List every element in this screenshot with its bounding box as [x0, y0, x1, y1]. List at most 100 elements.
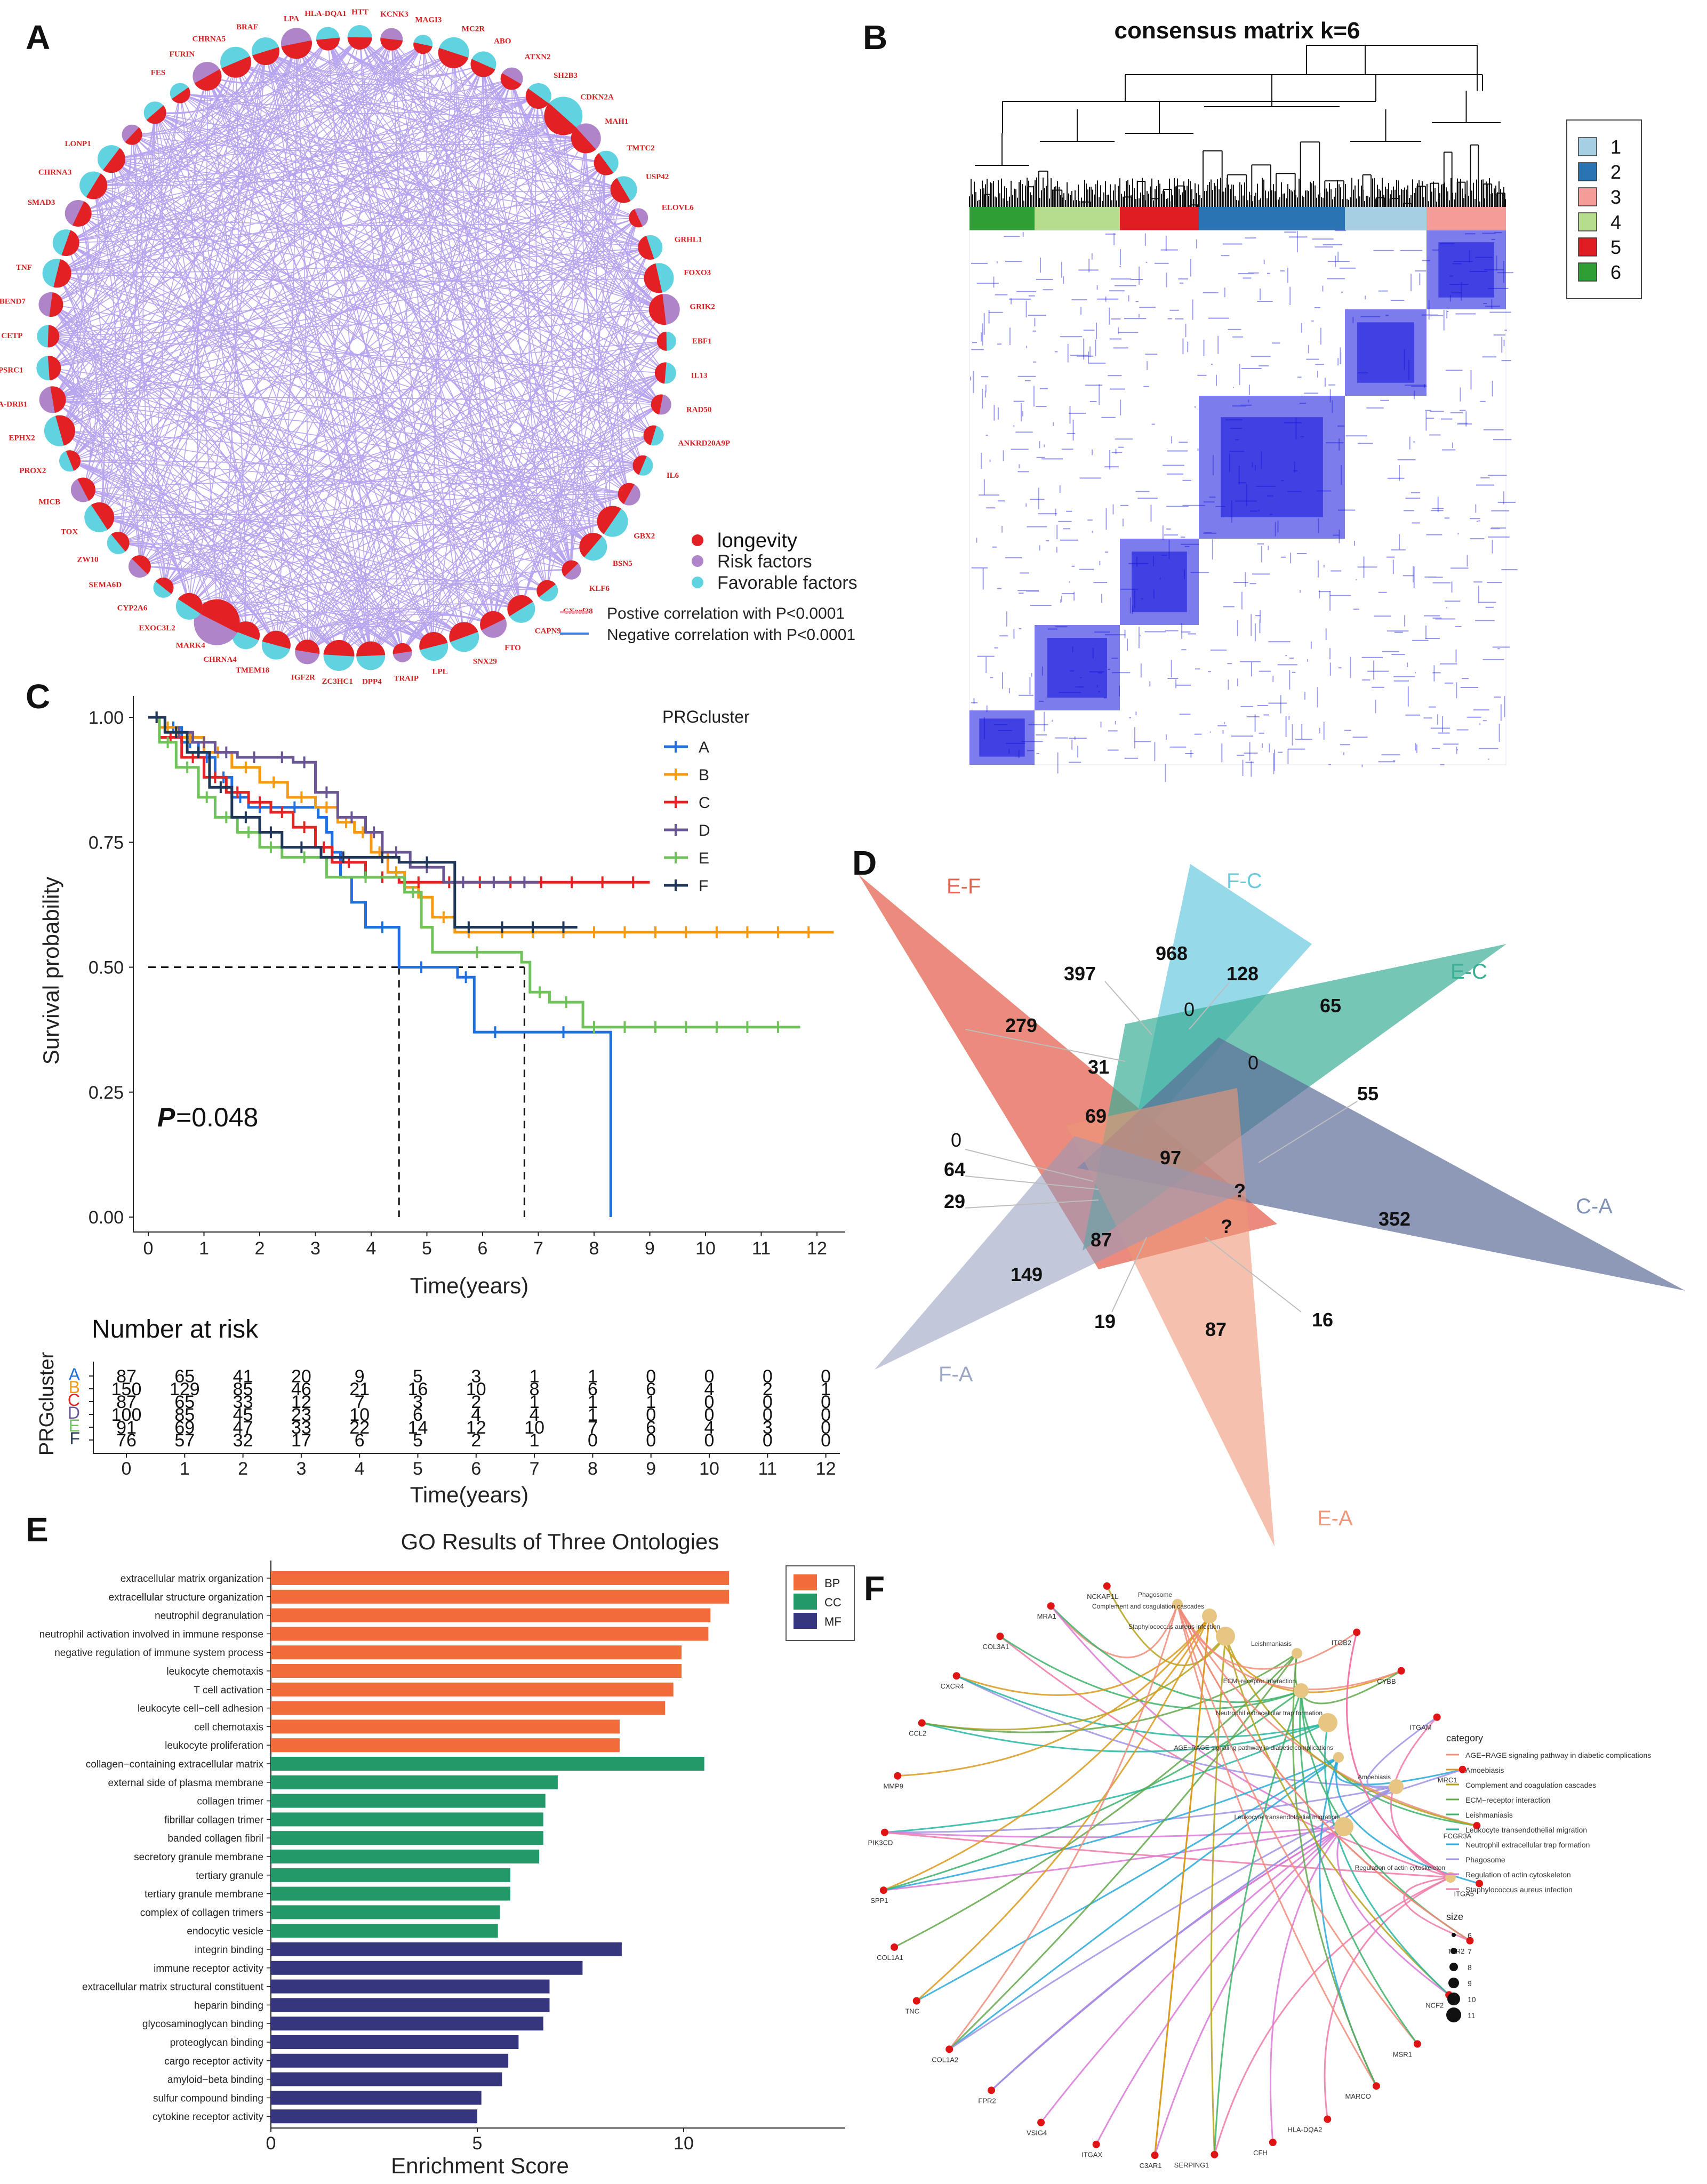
risk-cell: 7 — [588, 1418, 598, 1438]
gene-label: NCF2 — [1425, 2001, 1444, 2009]
risk-x-tick-label: 6 — [471, 1459, 481, 1479]
node-half-longevity — [419, 632, 448, 650]
risk-cell: 20 — [291, 1366, 311, 1387]
cnet-edge — [1324, 1876, 1451, 2119]
gene-label: FTO — [504, 644, 521, 652]
venn-number: 0 — [951, 1129, 961, 1151]
cnet-edge — [1336, 1826, 1450, 1996]
consensus-title: consensus matrix k=6 — [1114, 18, 1360, 44]
node-half-longevity — [347, 37, 372, 50]
node-half-longevity — [380, 38, 403, 51]
risk-cell: 85 — [174, 1405, 195, 1425]
gene-dot — [1151, 2151, 1159, 2159]
gene-node: NCKAP1L — [1087, 1582, 1118, 1601]
gene-label: FPR2 — [978, 2097, 996, 2105]
legend-swatch-4 — [1578, 212, 1597, 231]
risk-cell: 5 — [413, 1430, 423, 1451]
go-category-label: cytokine receptor activity — [153, 2111, 264, 2123]
gene-node: FTO — [480, 611, 521, 652]
go-category-label: endocytic vesicle — [187, 1926, 263, 1937]
risk-cell: 0 — [763, 1430, 773, 1451]
gene-node: CHRNA3 — [38, 168, 108, 199]
gene-label: CHRNA4 — [203, 655, 237, 664]
gene-node: TMTC2 — [594, 144, 655, 175]
cnet-edge — [1224, 1636, 1450, 1996]
gene-label: EXOC3L2 — [139, 624, 175, 633]
panel-b-consensus — [969, 45, 1518, 782]
cnet-edge — [956, 1615, 1211, 1696]
cluster-bar-segment — [1120, 207, 1199, 230]
cnet-edge — [949, 1653, 1298, 2050]
node-half-longevity — [597, 506, 621, 534]
dendrogram — [969, 45, 1506, 249]
risk-row-label: A — [69, 1365, 81, 1384]
go-category-label: tertiary granule — [196, 1870, 263, 1882]
gene-label: LPL — [432, 668, 447, 676]
cnet-edge — [1366, 1716, 1438, 1789]
gene-label: PSRC1 — [0, 366, 23, 374]
size-legend-label: 6 — [1468, 1931, 1472, 1940]
gene-label: MSR1 — [1393, 2050, 1412, 2058]
risk-cell: 0 — [821, 1366, 831, 1387]
risk-cell: 16 — [408, 1379, 428, 1399]
gene-dot — [1353, 1628, 1361, 1636]
risk-cell: 1 — [588, 1405, 598, 1425]
panel-label-a: A — [26, 18, 50, 57]
consensus-block-core — [1357, 322, 1415, 383]
go-legend-label-MF: MF — [824, 1615, 842, 1628]
node-half-longevity — [449, 622, 478, 643]
gene-label: SMAD3 — [28, 198, 55, 207]
number-at-risk-table: Number at risk PRGcluster Time(years) A 8… — [36, 1315, 840, 1507]
gene-label: LONP1 — [65, 140, 91, 148]
category-legend-label: AGE−RAGE signaling pathway in diabetic c… — [1465, 1751, 1651, 1759]
go-category-label: extracellular matrix organization — [121, 1573, 263, 1585]
go-title: GO Results of Three Ontologies — [401, 1529, 719, 1554]
cnet-edge — [949, 1786, 1397, 2050]
gene-label: CHRNA5 — [193, 35, 226, 44]
gene-label: ZC3HC1 — [322, 677, 352, 686]
panel-d-venn: 397 968 128 279 65 31 0 0 69 55 97 0 64 29?? 352 87 149 1… — [859, 864, 1685, 1547]
go-category-label: leukocyte proliferation — [165, 1740, 263, 1751]
go-category-label: complex of collagen trimers — [140, 1907, 263, 1918]
risk-x-tick-label: 2 — [238, 1459, 248, 1479]
cnet-edge — [1294, 1653, 1402, 1705]
gene-node: EBF1 — [656, 331, 712, 351]
gene-label: SNX29 — [473, 657, 497, 666]
gene-label: IGF2R — [291, 674, 315, 682]
survival-curves — [148, 711, 834, 1217]
cnet-edge — [1050, 1605, 1344, 1828]
node-half-longevity — [480, 611, 506, 630]
category-legend-label: Leishmaniasis — [1465, 1811, 1513, 1819]
risk-cell: 0 — [821, 1405, 831, 1425]
median-survival-lines — [148, 966, 525, 1217]
size-legend-label: 7 — [1468, 1947, 1472, 1956]
node-half-longevity — [196, 599, 240, 633]
cnet-edge — [956, 1675, 1328, 1738]
gene-label: ANKRD20A9P — [678, 439, 731, 447]
risk-row-label: D — [68, 1403, 80, 1422]
cnet-edge — [956, 1675, 1397, 1788]
gene-node: HLA-DQA2 — [1287, 2115, 1332, 2134]
gene-dot — [1211, 2150, 1219, 2158]
pathway-dot — [1202, 1609, 1217, 1623]
go-category-label: extracellular matrix structural constitu… — [82, 1982, 264, 1993]
gene-dot — [894, 1772, 902, 1780]
cnet-edge — [1390, 1716, 1451, 1878]
category-legend-label: Amoebiasis — [1465, 1766, 1504, 1774]
legend-label-2: 2 — [1610, 161, 1621, 183]
risk-cell: 0 — [763, 1392, 773, 1412]
gene-label: EPHX2 — [9, 434, 35, 443]
cnet-edge — [1176, 1604, 1377, 2086]
node-half-longevity — [131, 555, 151, 574]
risk-cell: 65 — [174, 1392, 195, 1412]
risk-cell: 87 — [116, 1366, 137, 1387]
x-tick-label: 10 — [695, 1238, 716, 1259]
gene-label: MRC1 — [1438, 1776, 1457, 1784]
pathway-node: Neutrophil extracellular trap formation — [1216, 1709, 1337, 1732]
pathway-dot — [1334, 1817, 1353, 1836]
node-half-longevity — [356, 641, 386, 657]
gene-label: CHRNA3 — [38, 168, 72, 177]
gene-label: FCGR3A — [1444, 1832, 1472, 1840]
gene-label: CETP — [1, 332, 22, 340]
survival-y-label: Survival probability — [38, 877, 63, 1065]
